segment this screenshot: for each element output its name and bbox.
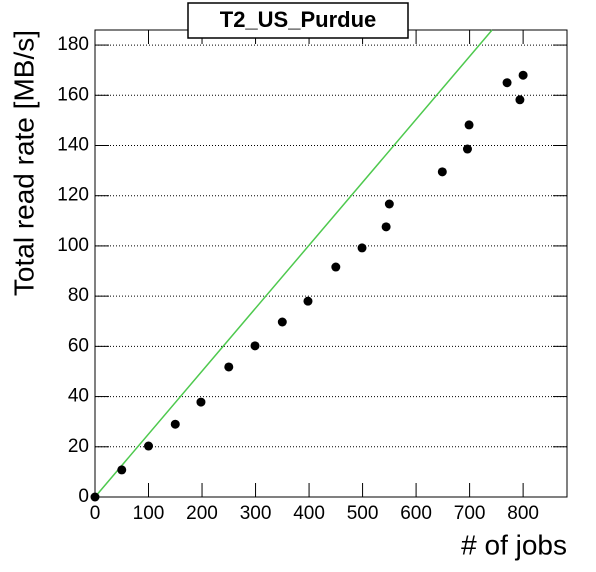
data-point: [437, 167, 447, 177]
x-tick-label: 400: [293, 503, 325, 524]
y-tick-label: 100: [57, 235, 89, 256]
data-point: [117, 465, 127, 475]
x-axis-label: # of jobs: [461, 529, 567, 560]
data-point: [170, 419, 180, 429]
data-point: [384, 199, 394, 209]
y-tick-label: 180: [57, 34, 89, 55]
data-point: [462, 144, 472, 154]
data-point: [357, 243, 367, 253]
data-point: [250, 341, 260, 351]
plot-frame: [94, 29, 568, 498]
y-tick-label: 0: [78, 486, 89, 507]
reference-line: [94, 29, 493, 498]
x-tick-label: 0: [90, 503, 101, 524]
y-axis-label: Total read rate [MB/s]: [8, 30, 39, 296]
data-point: [381, 222, 391, 232]
x-tick-label: 100: [133, 503, 165, 524]
y-tick-label: 20: [68, 436, 89, 457]
y-tick-label: 40: [68, 386, 89, 407]
data-point: [224, 362, 234, 372]
data-point: [331, 262, 341, 272]
y-tick-label: 140: [57, 135, 89, 156]
data-point: [464, 120, 474, 130]
y-tick-label: 80: [68, 285, 89, 306]
data-point: [196, 397, 206, 407]
y-tick-label: 160: [57, 84, 89, 105]
data-point: [515, 95, 525, 105]
y-tick-label: 120: [57, 185, 89, 206]
data-point: [90, 492, 100, 502]
title-box: [187, 2, 409, 39]
data-point: [277, 317, 287, 327]
x-tick-label: 500: [347, 503, 379, 524]
data-point: [502, 78, 512, 88]
x-tick-label: 200: [186, 503, 218, 524]
chart-title: T2_US_Purdue: [220, 7, 377, 32]
data-point: [518, 70, 528, 80]
plot-content: 0 20 40 60 80 100 120 140 160 180 0 100 200 300 400 500…: [57, 29, 567, 524]
x-tick-label: 800: [507, 503, 539, 524]
y-tick-label: 60: [68, 335, 89, 356]
data-point: [144, 441, 154, 451]
x-tick-label: 600: [400, 503, 432, 524]
data-point: [303, 296, 313, 306]
x-tick-label: 300: [240, 503, 272, 524]
x-tick-label: 700: [454, 503, 486, 524]
